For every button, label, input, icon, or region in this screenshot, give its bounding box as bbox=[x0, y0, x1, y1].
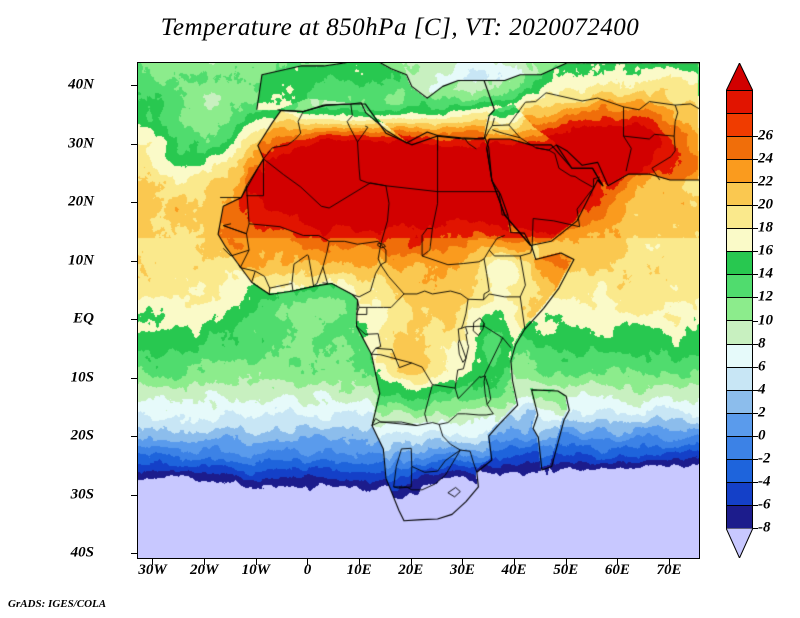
colorbar-tick-label: 12 bbox=[758, 289, 773, 306]
colorbar-tick-mark bbox=[753, 321, 758, 322]
colorbar-tick-label: 0 bbox=[758, 427, 766, 444]
y-axis-tick-mark bbox=[131, 144, 137, 145]
colorbar-tick-label: 18 bbox=[758, 220, 773, 237]
colorbar-tick-mark bbox=[753, 390, 758, 391]
colorbar-band bbox=[727, 275, 752, 298]
colorbar-tick-label: -4 bbox=[758, 473, 771, 490]
colorbar-tick-mark bbox=[753, 528, 758, 529]
colorbar-tick-label: 24 bbox=[758, 151, 773, 168]
temperature-field bbox=[138, 63, 699, 558]
colorbar-tick-mark bbox=[753, 436, 758, 437]
x-axis-tick-mark bbox=[566, 559, 567, 565]
x-axis-tick-mark bbox=[307, 559, 308, 565]
colorbar-over-arrow bbox=[726, 63, 753, 91]
colorbar-band bbox=[727, 414, 752, 437]
colorbar-tick-mark bbox=[753, 251, 758, 252]
colorbar-tick-mark bbox=[753, 459, 758, 460]
colorbar-band bbox=[727, 114, 752, 137]
page-title: Temperature at 850hPa [C], VT: 202007240… bbox=[0, 14, 800, 42]
colorbar-under-arrow bbox=[726, 528, 753, 558]
y-axis-tick-mark bbox=[131, 319, 137, 320]
colorbar-tick-label: 20 bbox=[758, 197, 773, 214]
y-axis-tick-label: 20S bbox=[71, 428, 94, 445]
y-axis-tick-label: 40N bbox=[68, 77, 94, 94]
colorbar-tick-label: 10 bbox=[758, 312, 773, 329]
colorbar-band bbox=[727, 368, 752, 391]
colorbar-band bbox=[727, 391, 752, 414]
colorbar-tick-mark bbox=[753, 159, 758, 160]
colorbar-tick-label: 4 bbox=[758, 381, 766, 398]
y-axis-tick-label: 10S bbox=[71, 369, 94, 386]
colorbar-band bbox=[727, 183, 752, 206]
y-axis-tick-mark bbox=[131, 436, 137, 437]
colorbar-bands bbox=[726, 90, 753, 528]
colorbar-tick-mark bbox=[753, 182, 758, 183]
colorbar-tick-label: -2 bbox=[758, 450, 771, 467]
x-axis-tick-mark bbox=[359, 559, 360, 565]
colorbar-tick-label: 16 bbox=[758, 243, 773, 260]
colorbar-tick-mark bbox=[753, 228, 758, 229]
colorbar-tick-mark bbox=[753, 482, 758, 483]
colorbar-tick-mark bbox=[753, 505, 758, 506]
colorbar-band bbox=[727, 206, 752, 229]
x-axis-tick-mark bbox=[204, 559, 205, 565]
colorbar-band bbox=[727, 229, 752, 252]
colorbar-band bbox=[727, 298, 752, 321]
x-axis-tick-mark bbox=[152, 559, 153, 565]
x-axis-tick-mark bbox=[462, 559, 463, 565]
x-axis-tick-mark bbox=[514, 559, 515, 565]
colorbar-band bbox=[727, 460, 752, 483]
x-axis-tick-mark bbox=[617, 559, 618, 565]
x-axis-tick-mark bbox=[669, 559, 670, 565]
colorbar-tick-label: 26 bbox=[758, 128, 773, 145]
colorbar-tick-label: 8 bbox=[758, 335, 766, 352]
colorbar-band bbox=[727, 91, 752, 114]
colorbar-tick-mark bbox=[753, 205, 758, 206]
x-axis-tick-mark bbox=[411, 559, 412, 565]
colorbar-band bbox=[727, 321, 752, 344]
colorbar-tick-label: 14 bbox=[758, 266, 773, 283]
y-axis-tick-label: 30S bbox=[71, 486, 94, 503]
colorbar-tick-label: 6 bbox=[758, 358, 766, 375]
colorbar-tick-label: 22 bbox=[758, 174, 773, 191]
colorbar-tick-mark bbox=[753, 274, 758, 275]
y-axis-tick-label: EQ bbox=[73, 311, 94, 328]
colorbar-tick-label: -6 bbox=[758, 496, 771, 513]
y-axis-tick-label: 30N bbox=[68, 135, 94, 152]
colorbar-band bbox=[727, 252, 752, 275]
y-axis-tick-mark bbox=[131, 261, 137, 262]
colorbar-band bbox=[727, 506, 752, 529]
colorbar-tick-label: 2 bbox=[758, 404, 766, 421]
y-axis-tick-mark bbox=[131, 553, 137, 554]
colorbar-tick-mark bbox=[753, 367, 758, 368]
colorbar-band bbox=[727, 137, 752, 160]
colorbar-tick-mark bbox=[753, 344, 758, 345]
source-credit: GrADS: IGES/COLA bbox=[8, 598, 106, 610]
y-axis-tick-mark bbox=[131, 202, 137, 203]
y-axis-tick-mark bbox=[131, 85, 137, 86]
colorbar-tick-mark bbox=[753, 413, 758, 414]
y-axis-tick-mark bbox=[131, 378, 137, 379]
y-axis-tick-label: 40S bbox=[71, 545, 94, 562]
map-plot-area bbox=[137, 62, 700, 559]
y-axis-tick-mark bbox=[131, 495, 137, 496]
colorbar-band bbox=[727, 437, 752, 460]
x-axis-tick-mark bbox=[256, 559, 257, 565]
colorbar-band bbox=[727, 483, 752, 506]
colorbar-band bbox=[727, 160, 752, 183]
colorbar-band bbox=[727, 345, 752, 368]
y-axis-tick-label: 20N bbox=[68, 194, 94, 211]
colorbar-tick-mark bbox=[753, 136, 758, 137]
colorbar-tick-mark bbox=[753, 297, 758, 298]
colorbar-tick-label: -8 bbox=[758, 520, 771, 537]
y-axis-tick-label: 10N bbox=[68, 252, 94, 269]
